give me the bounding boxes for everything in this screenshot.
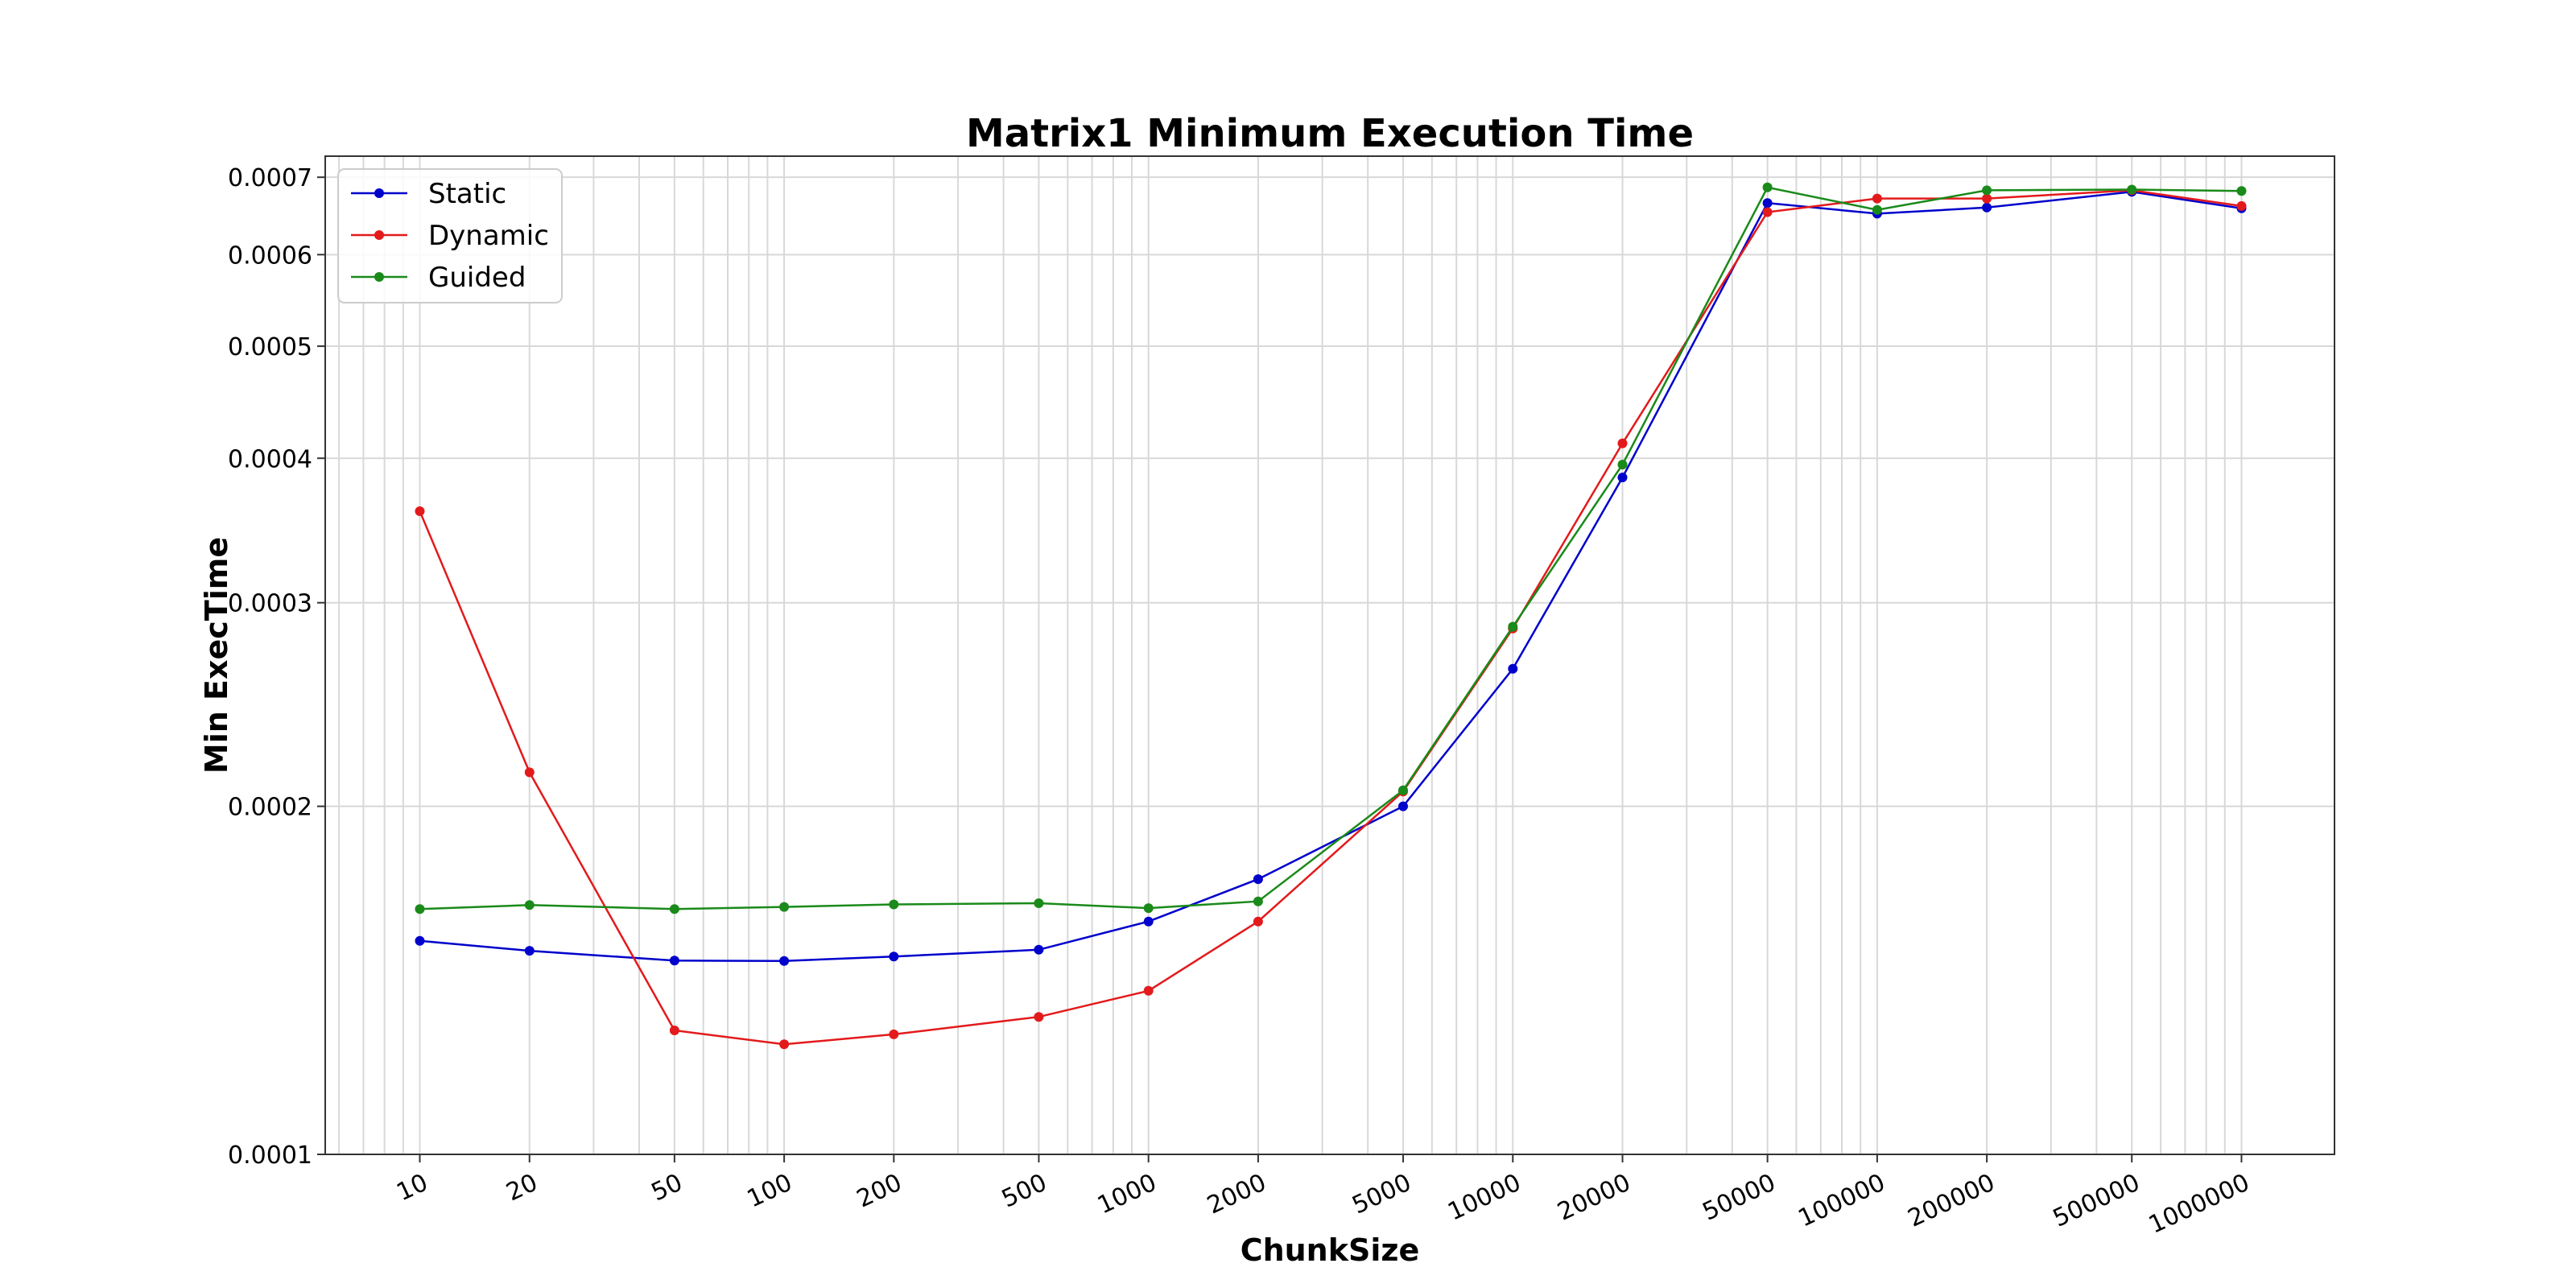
x-tick-label: 20000 — [1554, 1169, 1635, 1227]
data-point-dynamic — [1253, 916, 1263, 927]
data-point-guided — [1872, 204, 1882, 215]
x-tick-label: 10 — [392, 1169, 431, 1208]
grid-lines — [325, 156, 2334, 1155]
data-point-guided — [1762, 182, 1773, 192]
x-tick-label: 2000 — [1203, 1169, 1270, 1220]
data-point-static — [1508, 663, 1518, 674]
data-point-static — [669, 956, 679, 966]
y-tick-label: 0.0002 — [228, 794, 312, 822]
y-tick-label: 0.0003 — [228, 590, 312, 618]
data-point-static — [1034, 944, 1044, 955]
x-tick-label: 200000 — [1904, 1169, 2000, 1233]
data-point-dynamic — [524, 767, 535, 778]
data-point-guided — [779, 902, 790, 912]
data-point-static — [1617, 473, 1628, 483]
legend-marker-guided — [374, 272, 384, 282]
data-point-guided — [415, 904, 425, 914]
data-point-static — [779, 956, 790, 966]
y-axis-label: Min ExecTime — [199, 537, 234, 774]
data-point-guided — [2127, 184, 2137, 195]
data-point-guided — [1508, 621, 1518, 632]
x-tick-label: 10000 — [1443, 1169, 1525, 1227]
data-point-guided — [524, 900, 535, 910]
x-tick-label: 200 — [852, 1169, 906, 1214]
x-tick-label: 500 — [997, 1169, 1051, 1214]
x-tick-label: 50 — [647, 1169, 687, 1208]
x-tick-label: 100000 — [1794, 1169, 1890, 1233]
y-tick-label: 0.0005 — [228, 333, 312, 361]
y-tick-label: 0.0007 — [228, 164, 312, 192]
data-point-static — [1398, 801, 1408, 811]
data-point-static — [1982, 202, 1992, 213]
x-tick-label: 1000 — [1093, 1169, 1161, 1220]
legend-marker-dynamic — [374, 230, 384, 240]
data-point-dynamic — [889, 1029, 899, 1039]
data-point-dynamic — [1762, 207, 1773, 217]
data-point-static — [1762, 198, 1773, 208]
plot-frame — [324, 155, 2335, 1155]
y-axis-ticks: 0.0001 0.0002 0.0003 0.0004 0.0005 0.0006 0.00… — [228, 164, 325, 1170]
data-point-dynamic — [1872, 193, 1882, 204]
data-point-static — [524, 946, 535, 956]
data-point-static — [415, 935, 425, 946]
series-group — [415, 182, 2247, 1050]
legend-label-dynamic: Dynamic — [428, 220, 549, 252]
x-tick-label: 1000000 — [2145, 1169, 2254, 1240]
data-point-guided — [1982, 185, 1992, 196]
y-tick-label: 0.0004 — [228, 445, 312, 473]
legend-label-guided: Guided — [428, 262, 526, 294]
chart-title: Matrix1 Minimum Execution Time — [966, 111, 1694, 156]
data-point-dynamic — [1143, 985, 1154, 996]
x-tick-label: 50000 — [1699, 1169, 1780, 1227]
data-point-guided — [1143, 903, 1154, 914]
data-point-dynamic — [669, 1026, 679, 1035]
legend-label-static: Static — [428, 178, 506, 210]
data-point-guided — [1617, 460, 1628, 470]
x-tick-label: 5000 — [1348, 1169, 1415, 1220]
data-point-dynamic — [2236, 200, 2247, 211]
legend-marker-static — [374, 188, 384, 198]
data-point-static — [889, 952, 899, 962]
data-point-dynamic — [1617, 438, 1628, 448]
data-point-dynamic — [1034, 1012, 1044, 1022]
y-tick-label: 0.0001 — [228, 1141, 312, 1170]
x-tick-label: 20 — [502, 1169, 542, 1208]
series-line-dynamic — [419, 189, 2242, 1046]
y-tick-label: 0.0006 — [228, 242, 312, 270]
data-point-guided — [1253, 896, 1263, 906]
data-point-guided — [1034, 898, 1044, 908]
data-point-static — [1143, 916, 1154, 927]
legend-box — [337, 168, 563, 303]
x-axis-label: ChunkSize — [1241, 1232, 1420, 1268]
x-axis-ticks: 10 20 50 100 200 500 1000 2000 5000 10000 20000 500… — [392, 1154, 2254, 1240]
legend: Static Dynamic Guided — [337, 168, 563, 303]
data-point-dynamic — [1982, 193, 1992, 204]
data-point-static — [1253, 874, 1263, 885]
data-point-guided — [2236, 186, 2247, 196]
data-point-dynamic — [779, 1039, 790, 1050]
data-point-dynamic — [415, 506, 425, 516]
data-point-guided — [889, 899, 899, 910]
data-point-guided — [669, 904, 679, 914]
series-line-static — [419, 191, 2242, 962]
data-point-guided — [1398, 785, 1408, 795]
x-tick-label: 500000 — [2049, 1169, 2145, 1233]
series-line-guided — [419, 186, 2242, 910]
x-tick-label: 100 — [743, 1169, 797, 1214]
